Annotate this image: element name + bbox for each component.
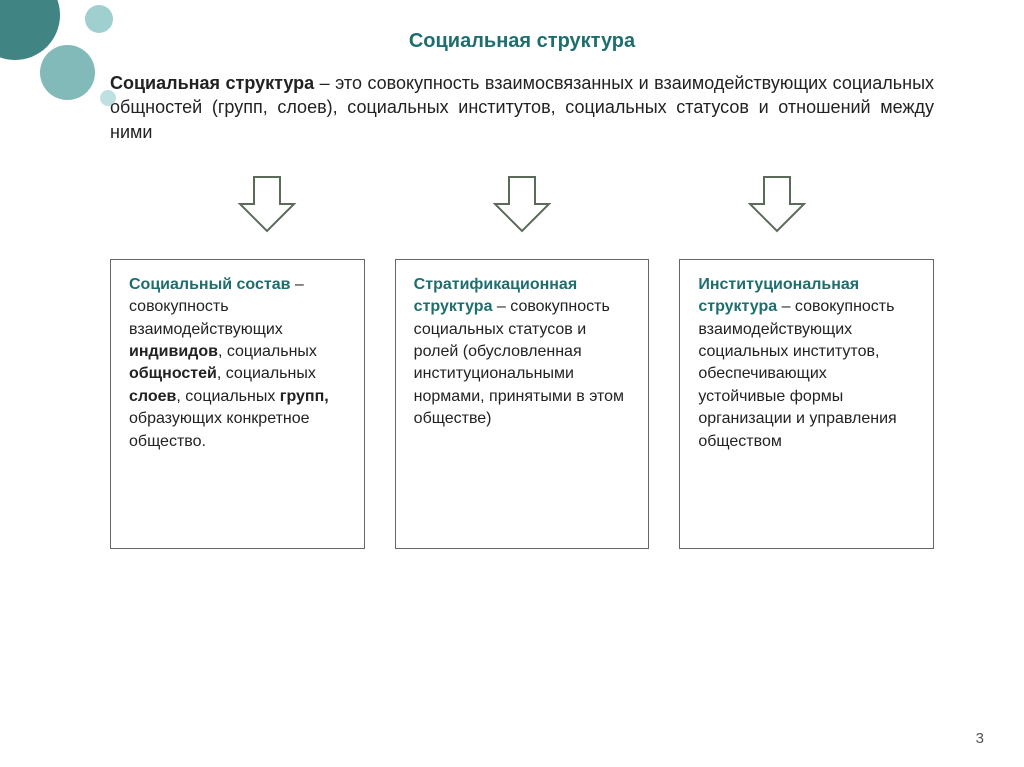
down-arrow-icon bbox=[742, 169, 812, 239]
page-number: 3 bbox=[976, 730, 984, 747]
box-body: – совокупность взаимодействующих индивид… bbox=[129, 276, 329, 450]
arrow-row bbox=[110, 169, 934, 239]
arrow-path bbox=[750, 177, 804, 231]
decor-circle bbox=[100, 90, 116, 106]
intro-lead: Социальная структура bbox=[110, 73, 314, 93]
slide: Социальная структура Социальная структур… bbox=[0, 0, 1024, 767]
page-title: Социальная структура bbox=[110, 30, 934, 53]
down-arrow-icon bbox=[487, 169, 557, 239]
decor-circle bbox=[85, 5, 113, 33]
decor-circle bbox=[40, 45, 95, 100]
concept-box: Стратификационная структура – совокупнос… bbox=[395, 259, 650, 549]
box-term: Социальный состав bbox=[129, 276, 290, 293]
arrow-path bbox=[240, 177, 294, 231]
arrow-path bbox=[495, 177, 549, 231]
concept-box: Социальный состав – совокупность взаимод… bbox=[110, 259, 365, 549]
box-body: – совокупность взаимодействующих социаль… bbox=[698, 298, 896, 449]
box-body: – совокупность социальных статусов и рол… bbox=[414, 298, 624, 427]
boxes-row: Социальный состав – совокупность взаимод… bbox=[110, 259, 934, 549]
down-arrow-icon bbox=[232, 169, 302, 239]
intro-text: Социальная структура – это совокупность … bbox=[110, 71, 934, 144]
concept-box: Институциональная структура – совокупнос… bbox=[679, 259, 934, 549]
